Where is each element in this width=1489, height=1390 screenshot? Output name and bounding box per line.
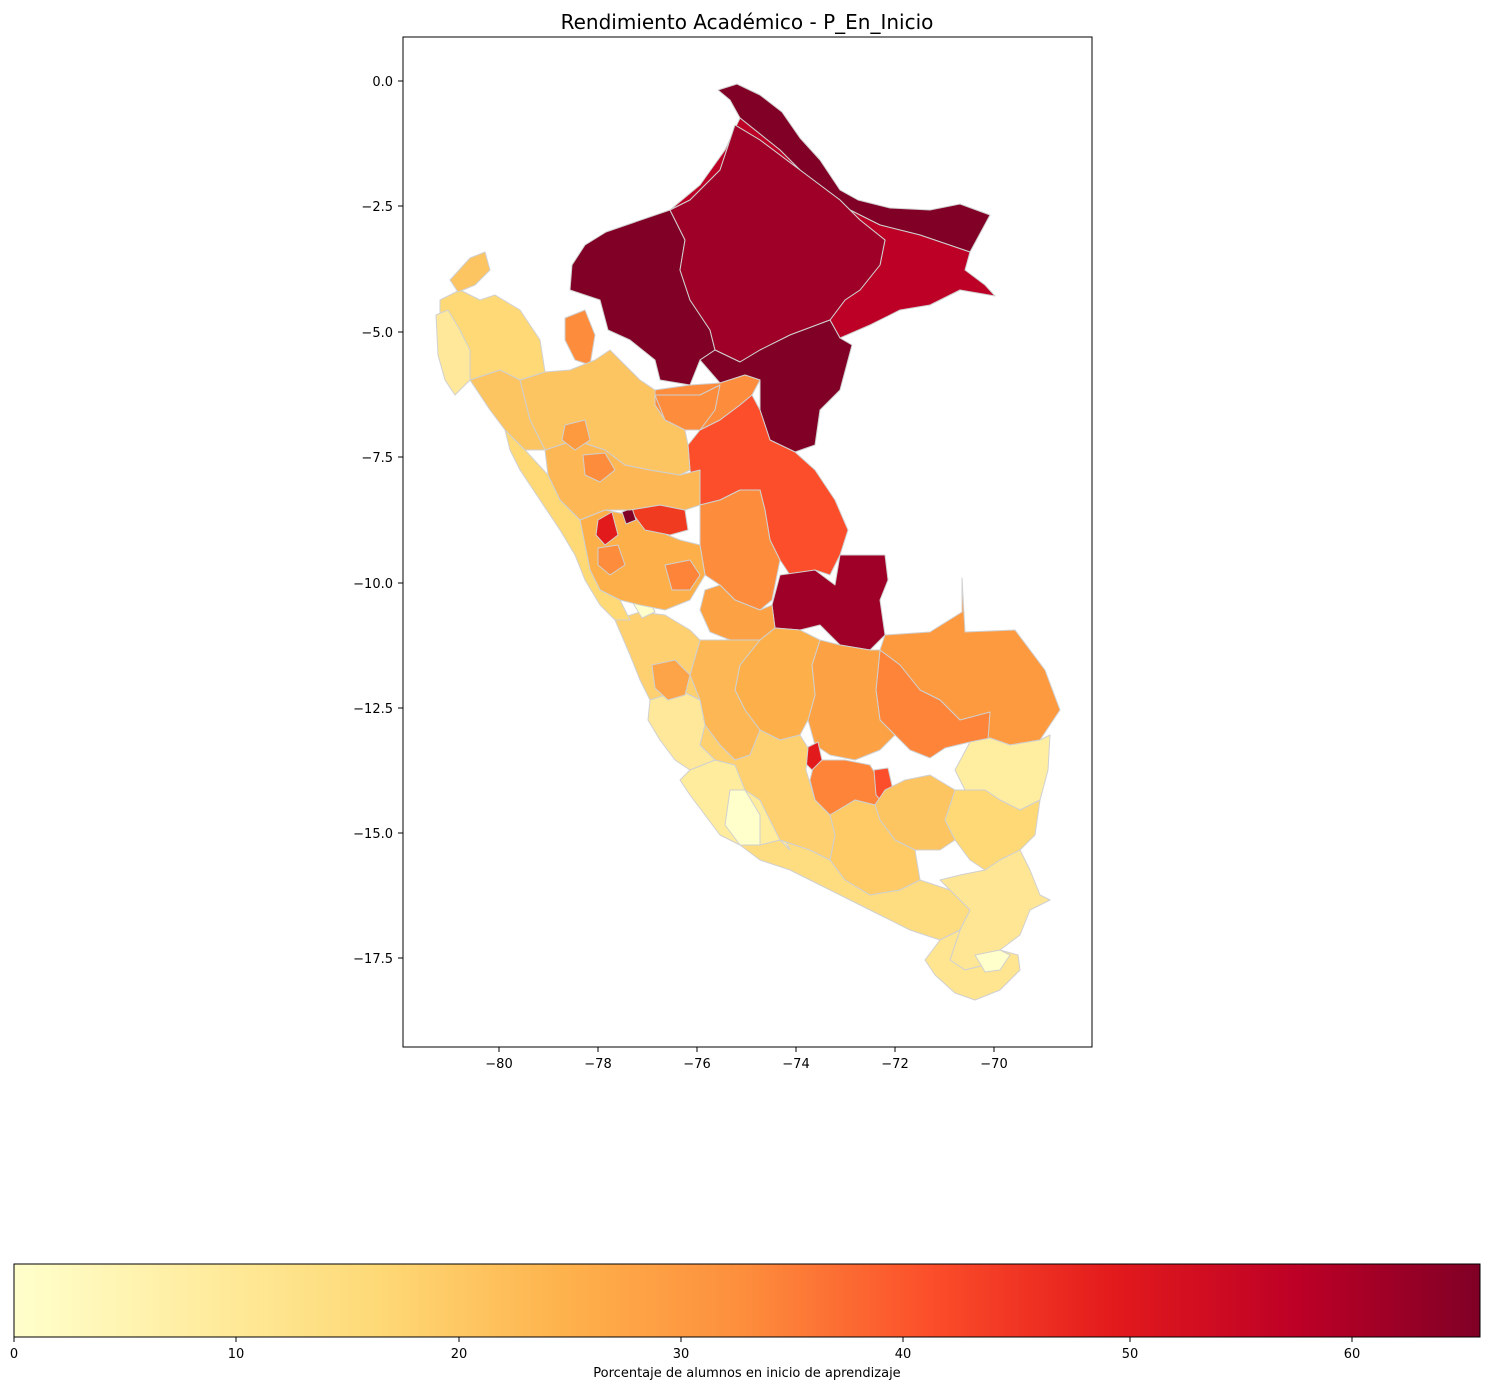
colorbar: 0 10 20 30 40 50 60 Porcentaje de alumno… bbox=[10, 1263, 1481, 1381]
x-tick-label: −74 bbox=[782, 1057, 809, 1072]
region-huanuco-east bbox=[699, 489, 781, 611]
x-tick-label: −76 bbox=[683, 1057, 710, 1072]
region-amazonas-orange bbox=[654, 384, 721, 431]
region-piura-coast bbox=[435, 309, 471, 396]
colorbar-label: Porcentaje de alumnos en inicio de apren… bbox=[593, 1366, 900, 1381]
map-axes-frame bbox=[402, 36, 1093, 1048]
y-tick-label: −12.5 bbox=[353, 702, 393, 717]
region-la-libertad-orange bbox=[582, 452, 616, 483]
region-tacna-light bbox=[974, 949, 1011, 973]
y-tick-label: −5.0 bbox=[361, 326, 393, 341]
x-tick-label: −70 bbox=[980, 1057, 1007, 1072]
map-regions bbox=[435, 83, 1061, 1001]
region-pasco-orange bbox=[664, 559, 701, 591]
region-ancash-orange bbox=[597, 544, 626, 576]
colorbar-tick-label: 50 bbox=[1122, 1347, 1139, 1362]
colorbar-tick-label: 40 bbox=[895, 1347, 912, 1362]
y-tick-label: −2.5 bbox=[361, 200, 393, 215]
colorbar-gradient bbox=[13, 1263, 1481, 1338]
y-tick-label: −7.5 bbox=[361, 451, 393, 466]
region-huancavelica bbox=[699, 724, 836, 861]
region-cajamarca-orange bbox=[561, 419, 591, 451]
colorbar-tick-label: 20 bbox=[451, 1347, 468, 1362]
colorbar-tick-label: 10 bbox=[228, 1347, 245, 1362]
region-tacna bbox=[924, 929, 1021, 1001]
y-tick-label: −10.0 bbox=[353, 577, 393, 592]
y-tick-label: −15.0 bbox=[353, 827, 393, 842]
region-tumbes bbox=[449, 251, 491, 293]
colorbar-tick-label: 0 bbox=[10, 1347, 18, 1362]
x-tick-label: −72 bbox=[881, 1057, 908, 1072]
region-coast-north bbox=[504, 429, 631, 621]
colorbar-tick-label: 60 bbox=[1344, 1347, 1361, 1362]
x-tick-label: −78 bbox=[584, 1057, 611, 1072]
region-loreto-center bbox=[669, 124, 886, 363]
region-lima-orange bbox=[651, 659, 691, 701]
region-ancash-red bbox=[595, 511, 619, 546]
chart-title: Rendimiento Académico - P_En_Inicio bbox=[561, 10, 934, 34]
x-tick-label: −80 bbox=[485, 1057, 512, 1072]
y-axis: 0.0 −2.5 −5.0 −7.5 −10.0 −12.5 −15.0 −17… bbox=[353, 75, 403, 967]
y-tick-label: 0.0 bbox=[372, 75, 393, 90]
x-axis: −80 −78 −76 −74 −72 −70 bbox=[485, 1047, 1008, 1072]
region-amazonas-north bbox=[564, 309, 596, 366]
y-tick-label: −17.5 bbox=[353, 952, 393, 967]
colorbar-tick-label: 30 bbox=[673, 1347, 690, 1362]
